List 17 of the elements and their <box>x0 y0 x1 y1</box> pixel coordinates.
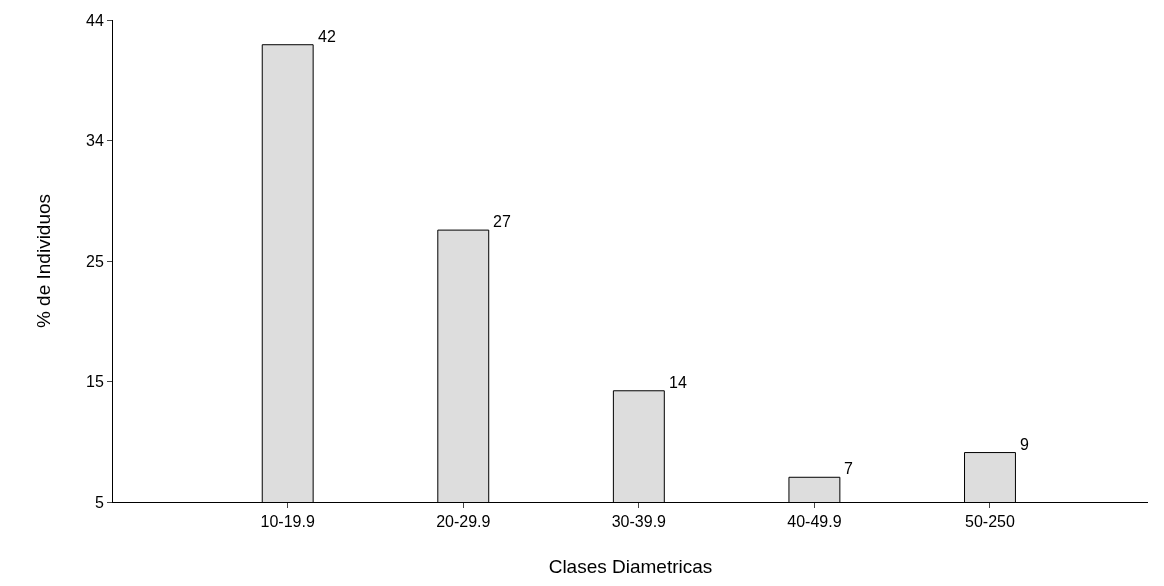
x-tick-label: 10-19.9 <box>260 513 315 531</box>
y-tick-label: 15 <box>86 373 104 391</box>
y-axis-title: % de Individuos <box>32 193 54 329</box>
x-tick-label: 20-29.9 <box>436 513 491 531</box>
y-tick-label: 25 <box>86 252 104 270</box>
data-label: 42 <box>318 28 336 45</box>
data-label: 27 <box>493 213 511 230</box>
x-tick-label: 30-39.9 <box>611 513 667 531</box>
x-tick-label: 50-250 <box>965 513 1015 531</box>
data-label: 7 <box>844 460 853 477</box>
x-axis-title: Clases Diametricas <box>548 556 713 577</box>
x-tick-label: 40-49.9 <box>787 513 842 531</box>
y-tick-label: 34 <box>86 132 104 150</box>
data-label: 9 <box>1020 436 1029 453</box>
y-tick-label: 5 <box>94 493 104 511</box>
data-label: 14 <box>669 374 687 391</box>
y-tick-label: 44 <box>86 11 104 29</box>
